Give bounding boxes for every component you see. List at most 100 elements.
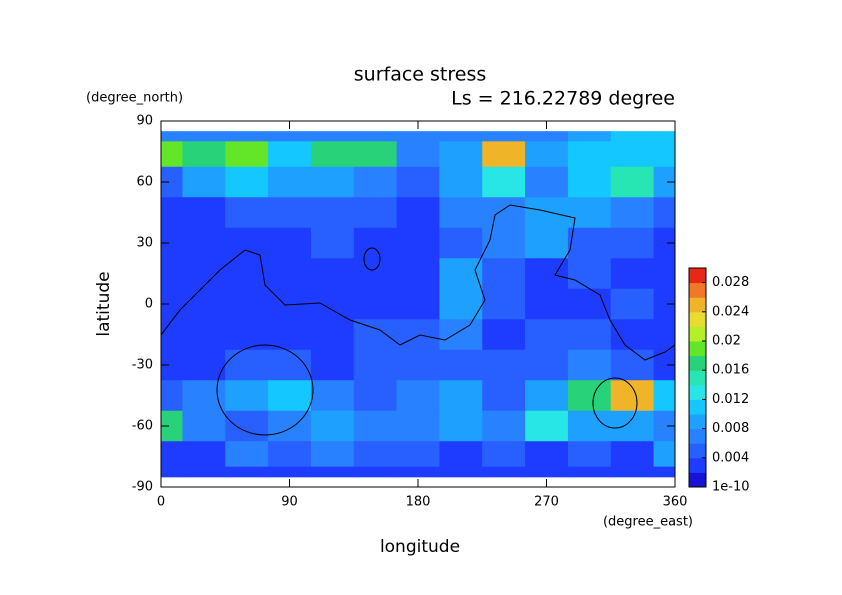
field-cell [525, 227, 569, 259]
colorbar-tick-label: 0.016 [712, 363, 749, 378]
field-cell [396, 166, 440, 198]
field-cell [482, 319, 526, 351]
field-cell [653, 319, 675, 351]
field-cell [268, 166, 312, 198]
field-cell [439, 441, 483, 468]
field-cell [653, 141, 675, 168]
field-cell [310, 380, 355, 412]
field-cell [439, 166, 483, 198]
field-cell [396, 466, 440, 478]
field-cell [161, 166, 183, 198]
field-cell [653, 197, 675, 229]
field-cell [610, 197, 655, 229]
field-cell [439, 227, 483, 259]
field-cell [225, 466, 269, 478]
colorbar-tick-label: 1e-10 [712, 480, 750, 495]
chart-subtitle: Ls = 216.22789 degree [451, 88, 675, 110]
field-cell [482, 166, 526, 198]
field-cell [182, 258, 226, 290]
x-tick-label: 90 [281, 495, 298, 510]
field-cell [396, 227, 440, 259]
field-cell [567, 410, 612, 442]
field-cell [310, 441, 355, 468]
field-cell [525, 288, 569, 320]
topography-contours [161, 204, 675, 436]
colorbar-swatch [689, 457, 706, 473]
field-cell [225, 410, 269, 442]
field-cell [268, 141, 312, 168]
field-cell [653, 166, 675, 198]
field-cell [482, 197, 526, 229]
field-cell [653, 410, 675, 442]
field-cell [268, 319, 312, 351]
field-cell [439, 466, 483, 478]
field-cell [482, 441, 526, 468]
field-cell [310, 166, 355, 198]
field-cell [268, 349, 312, 381]
x-unit: (degree_east) [603, 515, 693, 530]
chart-title: surface stress [354, 64, 487, 86]
field-cell [310, 410, 355, 442]
x-tick-label: 360 [663, 495, 688, 510]
field-cell [653, 288, 675, 320]
field-cell [396, 258, 440, 290]
field-cell [525, 141, 569, 168]
field-cell [225, 141, 269, 168]
field-cell [310, 197, 355, 229]
field-cell [161, 131, 183, 142]
field-cell [353, 141, 398, 168]
field-cell [567, 131, 612, 142]
field-cell [225, 380, 269, 412]
field-cell [268, 380, 312, 412]
field-cell [396, 197, 440, 229]
colorbar-swatch [689, 443, 706, 459]
y-tick-label: -90 [132, 480, 153, 495]
field-cell [610, 166, 655, 198]
colorbar-swatch [689, 297, 706, 313]
field-cell [353, 319, 398, 351]
field-cell [653, 466, 675, 478]
field-cell [182, 319, 226, 351]
field-cell [396, 131, 440, 142]
field-cell [310, 141, 355, 168]
field-cell [268, 466, 312, 478]
colorbar-swatch [689, 472, 706, 488]
field-cell [439, 319, 483, 351]
field-cell [525, 166, 569, 198]
y-axis-label: latitude [94, 271, 114, 336]
field-cell [525, 410, 569, 442]
field-cell [268, 197, 312, 229]
field-cell [482, 410, 526, 442]
y-tick-label: 60 [136, 175, 153, 190]
y-tick-label: 30 [136, 236, 153, 251]
field-cell [525, 466, 569, 478]
field-cell [439, 380, 483, 412]
field-cell [525, 319, 569, 351]
colorbar: 1e-10 0.004 0.008 0.012 0.016 0.02 0.024 0.028 [688, 267, 750, 495]
x-tick-label: 270 [534, 495, 559, 510]
field-cell [353, 380, 398, 412]
colorbar-swatch [689, 311, 706, 327]
field-cell [161, 319, 183, 351]
field-cell [161, 466, 183, 478]
field-cell [610, 227, 655, 259]
field-cell [653, 227, 675, 259]
field-cell [182, 131, 226, 142]
colorbar-tick-label: 0.004 [712, 450, 749, 465]
field-cell [653, 349, 675, 381]
field-cell [567, 227, 612, 259]
field-cell [182, 227, 226, 259]
field-cell [567, 466, 612, 478]
field-cell [610, 466, 655, 478]
colorbar-swatch [689, 268, 706, 284]
colorbar-tick-label: 0.028 [712, 275, 749, 290]
field [161, 131, 675, 478]
field-cell [482, 141, 526, 168]
colorbar-swatch [689, 428, 706, 444]
field-cell [439, 141, 483, 168]
colorbar-swatch [689, 384, 706, 400]
contour-line [363, 247, 381, 271]
field-cell [396, 141, 440, 168]
field-cell [161, 258, 183, 290]
